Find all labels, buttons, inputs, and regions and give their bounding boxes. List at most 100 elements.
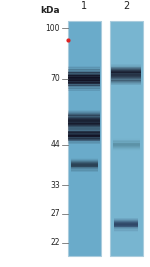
Bar bbox=[114, 229, 138, 230]
Bar bbox=[70, 170, 98, 171]
Bar bbox=[112, 143, 140, 144]
Text: 1: 1 bbox=[81, 1, 87, 11]
Bar bbox=[112, 142, 140, 143]
Bar bbox=[68, 132, 100, 133]
Bar bbox=[114, 224, 138, 225]
Bar bbox=[68, 143, 100, 144]
Bar bbox=[70, 160, 98, 161]
Bar bbox=[68, 70, 100, 71]
Bar bbox=[70, 159, 98, 160]
Bar bbox=[111, 72, 141, 73]
Bar bbox=[68, 115, 100, 116]
Text: 44: 44 bbox=[50, 140, 60, 149]
Bar bbox=[68, 76, 100, 77]
Bar bbox=[68, 111, 100, 112]
Bar bbox=[112, 143, 140, 144]
Bar bbox=[112, 141, 140, 142]
Bar bbox=[111, 74, 141, 75]
Bar bbox=[70, 164, 98, 165]
Bar bbox=[68, 112, 100, 113]
Bar bbox=[112, 144, 140, 145]
Bar bbox=[70, 167, 98, 168]
Bar bbox=[114, 222, 138, 223]
Bar bbox=[68, 139, 100, 140]
Bar bbox=[114, 222, 138, 223]
Bar bbox=[68, 77, 100, 78]
Bar bbox=[68, 129, 100, 130]
Bar bbox=[70, 170, 98, 171]
Bar bbox=[114, 227, 138, 228]
Bar bbox=[68, 75, 100, 76]
Bar bbox=[68, 90, 100, 91]
Bar bbox=[111, 81, 141, 82]
Bar bbox=[114, 228, 138, 229]
Bar bbox=[68, 130, 100, 131]
Text: 22: 22 bbox=[51, 238, 60, 247]
Bar bbox=[68, 126, 100, 127]
Text: 100: 100 bbox=[45, 24, 60, 33]
Bar bbox=[68, 128, 100, 129]
Bar bbox=[68, 69, 100, 70]
Bar bbox=[114, 226, 138, 227]
Bar bbox=[68, 81, 100, 82]
Bar bbox=[70, 171, 98, 172]
Bar bbox=[114, 219, 138, 220]
Bar bbox=[70, 163, 98, 164]
Bar bbox=[114, 218, 138, 219]
Bar bbox=[68, 66, 100, 67]
Bar bbox=[68, 117, 100, 118]
Bar bbox=[111, 70, 141, 71]
Bar bbox=[68, 123, 100, 124]
Text: 70: 70 bbox=[50, 74, 60, 83]
Bar bbox=[111, 83, 141, 84]
Bar bbox=[111, 69, 141, 70]
Bar bbox=[68, 21, 100, 256]
Bar bbox=[70, 164, 98, 165]
Bar bbox=[68, 143, 100, 144]
Bar bbox=[111, 81, 141, 82]
Bar bbox=[68, 124, 100, 125]
Bar bbox=[112, 145, 140, 146]
Bar bbox=[68, 73, 100, 74]
Bar bbox=[68, 133, 100, 134]
Bar bbox=[114, 221, 138, 222]
Bar bbox=[114, 228, 138, 229]
Bar bbox=[68, 111, 100, 112]
Bar bbox=[68, 82, 100, 83]
Bar bbox=[68, 130, 100, 131]
Bar bbox=[68, 74, 100, 75]
Bar bbox=[68, 127, 100, 128]
Bar bbox=[111, 67, 141, 68]
Bar bbox=[68, 89, 100, 90]
Bar bbox=[68, 131, 100, 132]
Bar bbox=[70, 161, 98, 162]
Bar bbox=[112, 146, 140, 147]
Bar bbox=[68, 67, 100, 68]
Bar bbox=[111, 64, 141, 65]
Bar bbox=[111, 78, 141, 79]
Bar bbox=[112, 139, 140, 140]
Bar bbox=[68, 70, 100, 71]
Bar bbox=[111, 75, 141, 76]
Bar bbox=[68, 82, 100, 83]
Bar bbox=[68, 117, 100, 118]
Bar bbox=[70, 165, 98, 166]
Bar bbox=[68, 80, 100, 81]
Text: kDa: kDa bbox=[40, 6, 60, 15]
Bar bbox=[68, 116, 100, 117]
Bar bbox=[70, 168, 98, 169]
Bar bbox=[68, 121, 100, 122]
Bar bbox=[112, 148, 140, 149]
Bar bbox=[68, 135, 100, 136]
Bar bbox=[111, 73, 141, 74]
Bar bbox=[70, 167, 98, 168]
Bar bbox=[68, 85, 100, 86]
Bar bbox=[112, 144, 140, 145]
Bar bbox=[112, 149, 140, 150]
Bar bbox=[70, 163, 98, 164]
Bar bbox=[70, 161, 98, 162]
Bar bbox=[68, 116, 100, 117]
Bar bbox=[111, 68, 141, 69]
Bar bbox=[68, 113, 100, 114]
Bar bbox=[111, 70, 141, 71]
